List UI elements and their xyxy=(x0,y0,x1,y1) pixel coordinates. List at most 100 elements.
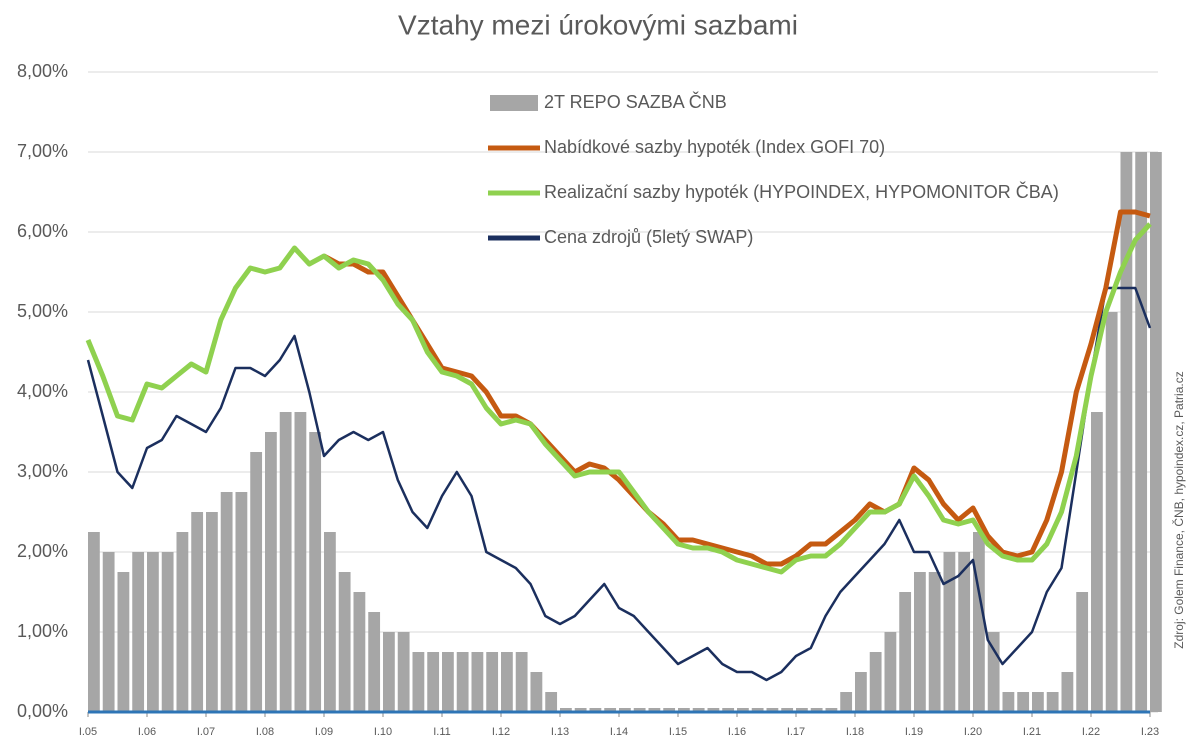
y-tick-label: 2,00% xyxy=(17,541,68,561)
bar xyxy=(663,708,676,712)
y-tick-label: 8,00% xyxy=(17,61,68,81)
x-tick-label: I.12 xyxy=(492,726,510,738)
bar xyxy=(412,652,425,712)
legend-label: Realizační sazby hypoték (HYPOINDEX, HYP… xyxy=(544,181,1059,202)
x-tick-label: I.20 xyxy=(964,726,982,738)
x-tick-label: I.10 xyxy=(374,726,392,738)
bar xyxy=(132,552,145,712)
bar xyxy=(1061,672,1074,712)
source: Zdroj: Golem Finance, ČNB, hypoindex.cz,… xyxy=(1171,371,1186,648)
bar xyxy=(707,708,720,712)
legend-swatch xyxy=(490,95,538,111)
line xyxy=(85,222,1152,575)
x-tick-label: I.14 xyxy=(610,726,628,738)
bar xyxy=(456,652,469,712)
bar xyxy=(869,652,882,712)
bar xyxy=(796,708,808,712)
bar xyxy=(1091,412,1103,712)
bar xyxy=(604,708,617,712)
legend-label: Nabídkové sazby hypoték (Index GOFI 70) xyxy=(544,137,885,157)
bar xyxy=(884,632,897,712)
bar xyxy=(250,452,263,712)
bar xyxy=(1105,312,1118,712)
legend-label: Cena zdrojů (5letý SWAP) xyxy=(544,227,753,247)
bar xyxy=(633,708,646,712)
bar xyxy=(309,432,322,712)
x-tick-label: I.09 xyxy=(315,726,333,738)
x-tick-label: I.16 xyxy=(728,726,746,738)
bar xyxy=(751,708,764,712)
bar xyxy=(368,612,381,712)
bar xyxy=(1017,692,1030,712)
bar xyxy=(220,492,233,712)
y-tick-label: 7,00% xyxy=(17,141,68,161)
x-tick-label: I.06 xyxy=(138,726,156,738)
x-tick-label: I.17 xyxy=(787,726,805,738)
bar xyxy=(338,572,351,712)
bar xyxy=(471,652,484,712)
bar xyxy=(958,552,971,712)
bar xyxy=(102,552,115,712)
bar xyxy=(486,652,499,712)
bar xyxy=(265,432,277,712)
bar xyxy=(987,632,1000,712)
bar xyxy=(899,592,912,712)
x-tick-label: I.18 xyxy=(846,726,864,738)
y-tick-label: 1,00% xyxy=(17,621,68,641)
x-tick-label: I.19 xyxy=(905,726,923,738)
y-tick-label: 4,00% xyxy=(17,381,68,401)
bar xyxy=(855,672,867,712)
bar xyxy=(427,652,440,712)
x-tick-label: I.21 xyxy=(1023,726,1041,738)
bar xyxy=(1076,592,1089,712)
bar xyxy=(515,652,528,712)
bar xyxy=(397,632,410,712)
bar xyxy=(147,552,159,712)
bar xyxy=(1032,692,1044,712)
x-tick-label: I.22 xyxy=(1082,726,1100,738)
bar xyxy=(501,652,513,712)
x-tick-label: I.11 xyxy=(433,726,451,738)
y-tick-label: 5,00% xyxy=(17,301,68,321)
bar xyxy=(648,708,661,712)
x-tick-label: I.07 xyxy=(197,726,215,738)
bar xyxy=(88,532,100,712)
bar xyxy=(840,692,853,712)
bar xyxy=(176,532,189,712)
bar xyxy=(678,708,690,712)
bar xyxy=(1002,692,1015,712)
bar xyxy=(191,512,204,712)
bar xyxy=(943,552,956,712)
bar xyxy=(353,592,366,712)
bar xyxy=(530,672,543,712)
bar xyxy=(619,708,631,712)
bar xyxy=(589,708,602,712)
bar xyxy=(737,708,749,712)
line xyxy=(322,209,1151,567)
bar xyxy=(294,412,307,712)
bar xyxy=(442,652,454,712)
bar xyxy=(928,572,941,712)
x-tick-label: I.15 xyxy=(669,726,687,738)
bar xyxy=(810,708,823,712)
bar xyxy=(1150,152,1162,712)
bar xyxy=(235,492,248,712)
bar xyxy=(914,572,926,712)
x-tick-label: I.13 xyxy=(551,726,569,738)
x-tick-label: I.23 xyxy=(1141,726,1159,738)
bar xyxy=(161,552,174,712)
bar xyxy=(973,532,985,712)
y-tick-label: 0,00% xyxy=(17,701,68,721)
bar xyxy=(545,692,558,712)
bar xyxy=(722,708,735,712)
bar xyxy=(279,412,292,712)
y-tick-label: 6,00% xyxy=(17,221,68,241)
bar xyxy=(324,532,336,712)
bar xyxy=(1135,152,1148,712)
bar xyxy=(781,708,794,712)
x-tick-label: I.05 xyxy=(79,726,97,738)
bar xyxy=(560,708,572,712)
y-tick-label: 3,00% xyxy=(17,461,68,481)
bar xyxy=(825,708,838,712)
